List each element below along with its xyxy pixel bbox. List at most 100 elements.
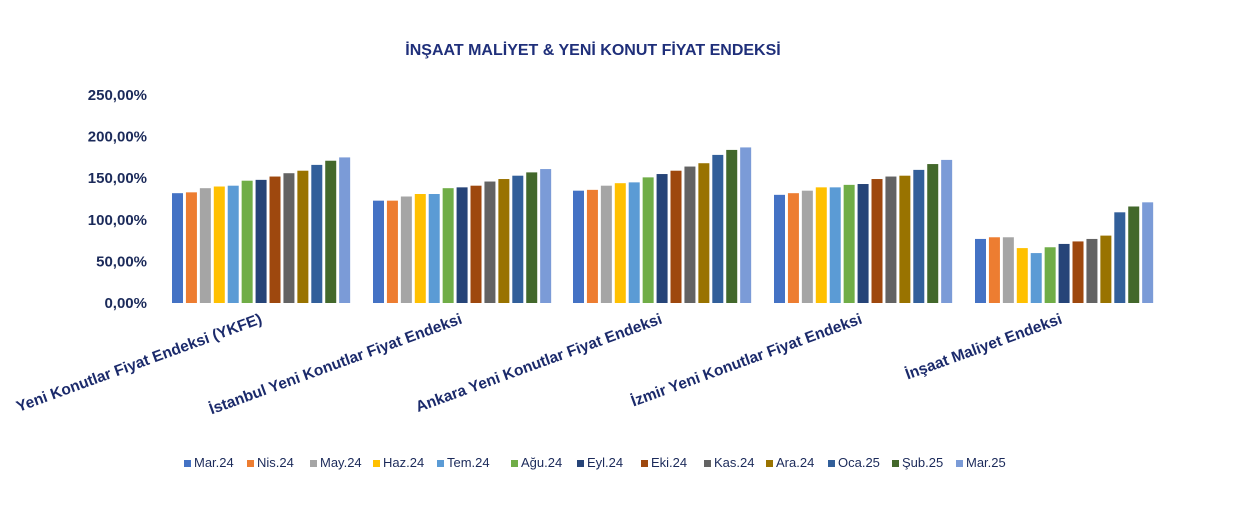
y-tick-label: 0,00% [104, 295, 147, 312]
bar [642, 177, 654, 303]
legend-swatch [704, 460, 711, 467]
chart-title: İNŞAAT MALİYET & YENİ KONUT FİYAT ENDEKS… [405, 41, 780, 59]
bar [526, 172, 538, 303]
legend: Mar.24 Nis.24 May.24 Haz.24 Tem.24 Ağu.24 Eyl.… [184, 455, 1006, 470]
legend-swatch [892, 460, 899, 467]
legend-label: Eki.24 [651, 455, 687, 470]
legend-item: Eki.24 [641, 455, 687, 470]
bar [600, 185, 612, 303]
bar [269, 176, 281, 303]
bar [199, 188, 211, 303]
bar [628, 182, 640, 303]
legend-label: Eyl.24 [587, 455, 623, 470]
bar [726, 149, 738, 303]
bar [1016, 248, 1028, 303]
legend-label: Nis.24 [257, 455, 294, 470]
legend-item: Oca.25 [828, 455, 880, 470]
bar [829, 187, 841, 303]
bar [442, 188, 454, 303]
bar [988, 237, 1000, 303]
legend-label: Mar.25 [966, 455, 1006, 470]
legend-item: Haz.24 [373, 455, 424, 470]
bar [428, 194, 440, 303]
y-tick-label: 200,00% [88, 129, 147, 146]
bar [586, 189, 598, 303]
legend-swatch [184, 460, 191, 467]
legend-item: May.24 [310, 455, 362, 470]
legend-label: Tem.24 [447, 455, 490, 470]
bar-group [373, 169, 552, 303]
legend-swatch [956, 460, 963, 467]
bar [1128, 206, 1140, 303]
category-labels: Yeni Konutlar Fiyat Endeksi (YKFE)İstanb… [14, 311, 1064, 418]
legend-item: Ağu.24 [511, 455, 562, 470]
legend-label: Ağu.24 [521, 455, 562, 470]
bar [1044, 247, 1056, 303]
legend-swatch [577, 460, 584, 467]
legend-item: Ara.24 [766, 455, 814, 470]
bar [241, 180, 253, 303]
bar [484, 181, 496, 303]
bar [941, 159, 953, 303]
bar [1142, 202, 1154, 303]
bar [871, 179, 883, 303]
legend-swatch [511, 460, 518, 467]
bar [843, 184, 855, 303]
legend-item: Kas.24 [704, 455, 754, 470]
bar [774, 194, 785, 303]
bar [740, 147, 752, 303]
bar [801, 190, 813, 303]
bar [614, 183, 626, 303]
bar [325, 160, 337, 303]
legend-swatch [247, 460, 254, 467]
bar [1086, 238, 1098, 303]
bar [899, 175, 911, 303]
legend-swatch [373, 460, 380, 467]
bar [1002, 237, 1014, 303]
bar [787, 193, 799, 303]
bar [227, 185, 239, 303]
bar [815, 187, 827, 303]
bar [975, 238, 986, 303]
bars-group [172, 147, 1154, 303]
bar [1030, 253, 1042, 303]
legend-swatch [641, 460, 648, 467]
legend-item: Nis.24 [247, 455, 294, 470]
legend-label: Ara.24 [776, 455, 814, 470]
bar [512, 175, 524, 303]
bar [540, 169, 552, 303]
bar [670, 170, 682, 303]
y-axis: 0,00% 50,00% 100,00% 150,00% 200,00% 250,00% [88, 87, 147, 312]
bar [185, 192, 197, 303]
bar-group [172, 157, 351, 303]
bar [1100, 235, 1112, 303]
y-tick-label: 250,00% [88, 87, 147, 104]
bar [373, 200, 384, 303]
bar [297, 170, 309, 303]
legend-label: Şub.25 [902, 455, 943, 470]
legend-swatch [828, 460, 835, 467]
bar [414, 194, 426, 303]
category-label: İnşaat Maliyet Endeksi [903, 311, 1064, 384]
legend-label: Mar.24 [194, 455, 234, 470]
legend-item: Şub.25 [892, 455, 943, 470]
bar [573, 190, 584, 303]
bar [913, 169, 925, 303]
legend-swatch [437, 460, 444, 467]
legend-label: Haz.24 [383, 455, 424, 470]
bar [172, 193, 183, 303]
bar [712, 154, 724, 303]
bar [1114, 212, 1126, 303]
legend-item: Mar.25 [956, 455, 1006, 470]
legend-label: Kas.24 [714, 455, 754, 470]
y-tick-label: 100,00% [88, 212, 147, 229]
bar-group [573, 147, 752, 303]
bar [456, 187, 468, 303]
bar [498, 179, 510, 303]
legend-label: Oca.25 [838, 455, 880, 470]
y-tick-label: 150,00% [88, 170, 147, 187]
bar [698, 163, 710, 303]
bar-group [975, 202, 1154, 303]
